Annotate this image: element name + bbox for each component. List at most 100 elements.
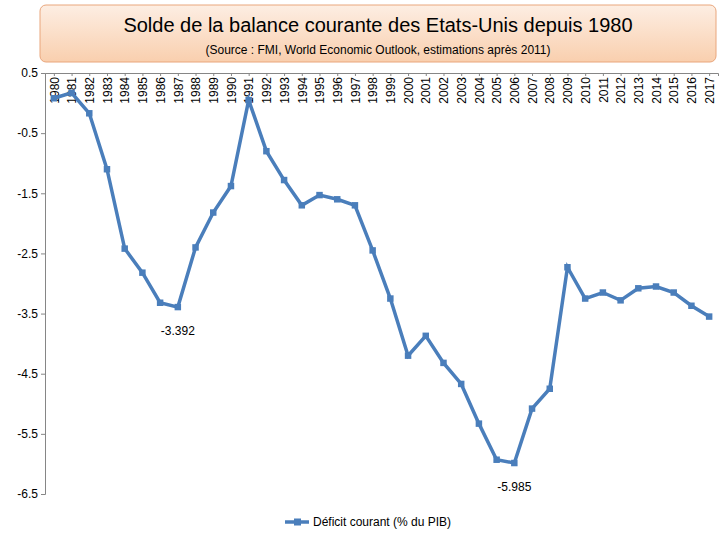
x-tick-label: 2002 — [437, 77, 451, 104]
series-group — [51, 90, 713, 467]
y-tick-label: -4.5 — [17, 367, 38, 381]
series-marker — [706, 313, 712, 319]
x-tick-label: 2010 — [579, 77, 593, 104]
x-tick-mark — [89, 73, 90, 76]
x-axis: 1980198119821983198419851986198719881989… — [46, 73, 719, 104]
x-tick-mark — [621, 73, 622, 76]
x-tick: 1996 — [331, 73, 345, 104]
series-marker — [51, 95, 57, 101]
x-tick-label: 2016 — [685, 77, 699, 104]
x-tick-label: 2014 — [650, 77, 664, 104]
x-tick-mark — [479, 73, 480, 76]
x-tick-mark — [532, 73, 533, 76]
y-tick: -6.5 — [17, 487, 45, 501]
x-tick: 1986 — [154, 73, 168, 104]
series-marker — [228, 183, 234, 189]
x-tick-label: 1998 — [366, 77, 380, 104]
x-tick-mark — [178, 73, 179, 76]
x-tick-label: 1997 — [349, 77, 363, 104]
annotation: -3.392 — [161, 324, 195, 338]
x-tick: 1997 — [349, 73, 363, 104]
chart: Solde de la balance courante des Etats-U… — [0, 0, 720, 540]
y-tick-label: 0.5 — [21, 66, 38, 80]
x-tick-label: 2012 — [614, 77, 628, 104]
series-marker — [405, 352, 411, 358]
y-tick-mark — [41, 434, 45, 435]
y-tick-label: -5.5 — [17, 427, 38, 441]
series-marker — [316, 192, 322, 198]
series-marker — [245, 97, 251, 103]
x-tick-mark — [249, 73, 250, 76]
x-tick-mark — [550, 73, 551, 76]
x-tick-label: 2000 — [402, 77, 416, 104]
series-marker — [564, 264, 570, 270]
series-marker — [458, 381, 464, 387]
series-marker — [175, 304, 181, 310]
x-tick-label: 2011 — [597, 77, 611, 103]
x-tick: 2015 — [667, 73, 681, 104]
x-tick-label: 2004 — [473, 77, 487, 104]
x-tick-mark — [426, 73, 427, 76]
y-axis-line — [41, 74, 46, 495]
title: Solde de la balance courante des Etats-U… — [123, 14, 632, 36]
x-tick-label: 1996 — [331, 77, 345, 104]
x-tick: 2014 — [650, 73, 664, 104]
x-tick-mark — [231, 73, 232, 76]
x-tick: 1989 — [207, 73, 221, 104]
x-tick: 2008 — [543, 73, 557, 104]
y-tick-label: -6.5 — [17, 487, 38, 501]
x-tick-mark — [567, 73, 568, 76]
y-tick-mark — [41, 314, 45, 315]
series-line — [54, 93, 709, 463]
series-marker — [68, 90, 74, 96]
x-tick-label: 2008 — [543, 77, 557, 104]
series-marker — [210, 209, 216, 215]
x-tick: 2010 — [579, 73, 593, 104]
series-marker — [334, 196, 340, 202]
series-marker — [440, 360, 446, 366]
x-tick-label: 1984 — [118, 77, 132, 104]
series-marker — [670, 289, 676, 295]
x-tick: 1985 — [136, 73, 150, 104]
legend-marker — [294, 519, 301, 526]
x-tick-label: 1985 — [136, 77, 150, 104]
x-tick-label: 2006 — [508, 77, 522, 104]
x-tick: 2005 — [490, 73, 504, 104]
x-tick-mark — [443, 73, 444, 76]
x-tick: 1984 — [118, 73, 132, 104]
y-tick-mark — [41, 133, 45, 134]
x-tick: 1982 — [83, 73, 97, 104]
x-tick-mark — [691, 73, 692, 76]
series-marker — [582, 295, 588, 301]
x-tick: 2009 — [561, 73, 575, 104]
x-tick: 1999 — [384, 73, 398, 104]
x-tick-mark — [196, 73, 197, 76]
x-tick-mark — [337, 73, 338, 76]
series-marker — [547, 386, 553, 392]
y-tick-mark — [41, 494, 45, 495]
y-tick: -0.5 — [17, 126, 45, 140]
x-tick: 2017 — [703, 73, 717, 104]
x-tick-label: 2007 — [526, 77, 540, 104]
x-tick: 2016 — [685, 73, 699, 104]
y-tick-mark — [41, 73, 45, 74]
series-marker — [369, 247, 375, 253]
series-marker — [529, 405, 535, 411]
y-tick-label: -2.5 — [17, 247, 38, 261]
x-tick: 1993 — [278, 73, 292, 104]
x-tick: 1995 — [313, 73, 327, 104]
x-tick: 1987 — [172, 73, 186, 104]
series-marker — [139, 269, 145, 275]
x-tick-label: 1982 — [83, 77, 97, 104]
legend-label: Déficit courant (% du PIB) — [313, 515, 451, 529]
x-tick-mark — [213, 73, 214, 76]
y-tick-mark — [41, 193, 45, 194]
y-tick: -4.5 — [17, 367, 45, 381]
y-tick-label: -1.5 — [17, 187, 38, 201]
x-tick-mark — [514, 73, 515, 76]
x-tick-mark — [355, 73, 356, 76]
x-tick-label: 1980 — [48, 77, 62, 104]
series-marker — [688, 303, 694, 309]
x-tick-label: 2001 — [419, 77, 433, 104]
x-tick: 1991 — [242, 73, 256, 104]
